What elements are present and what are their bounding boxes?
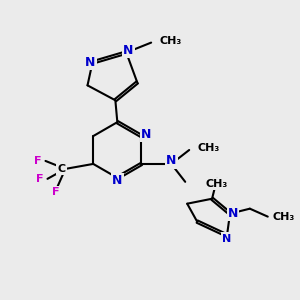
Text: N: N bbox=[228, 207, 238, 220]
Text: C: C bbox=[57, 164, 65, 174]
Text: N: N bbox=[141, 128, 152, 141]
Text: CH₃: CH₃ bbox=[206, 179, 228, 189]
Text: F: F bbox=[34, 156, 41, 166]
Text: CH₃: CH₃ bbox=[273, 212, 295, 222]
Text: N: N bbox=[123, 44, 134, 57]
Text: N: N bbox=[222, 233, 232, 244]
Text: CH₃: CH₃ bbox=[159, 36, 182, 46]
Text: F: F bbox=[52, 187, 59, 197]
Text: CH₃: CH₃ bbox=[197, 143, 219, 153]
Text: N: N bbox=[166, 154, 176, 167]
Text: N: N bbox=[85, 56, 96, 69]
Text: N: N bbox=[112, 174, 122, 187]
Text: F: F bbox=[36, 174, 43, 184]
